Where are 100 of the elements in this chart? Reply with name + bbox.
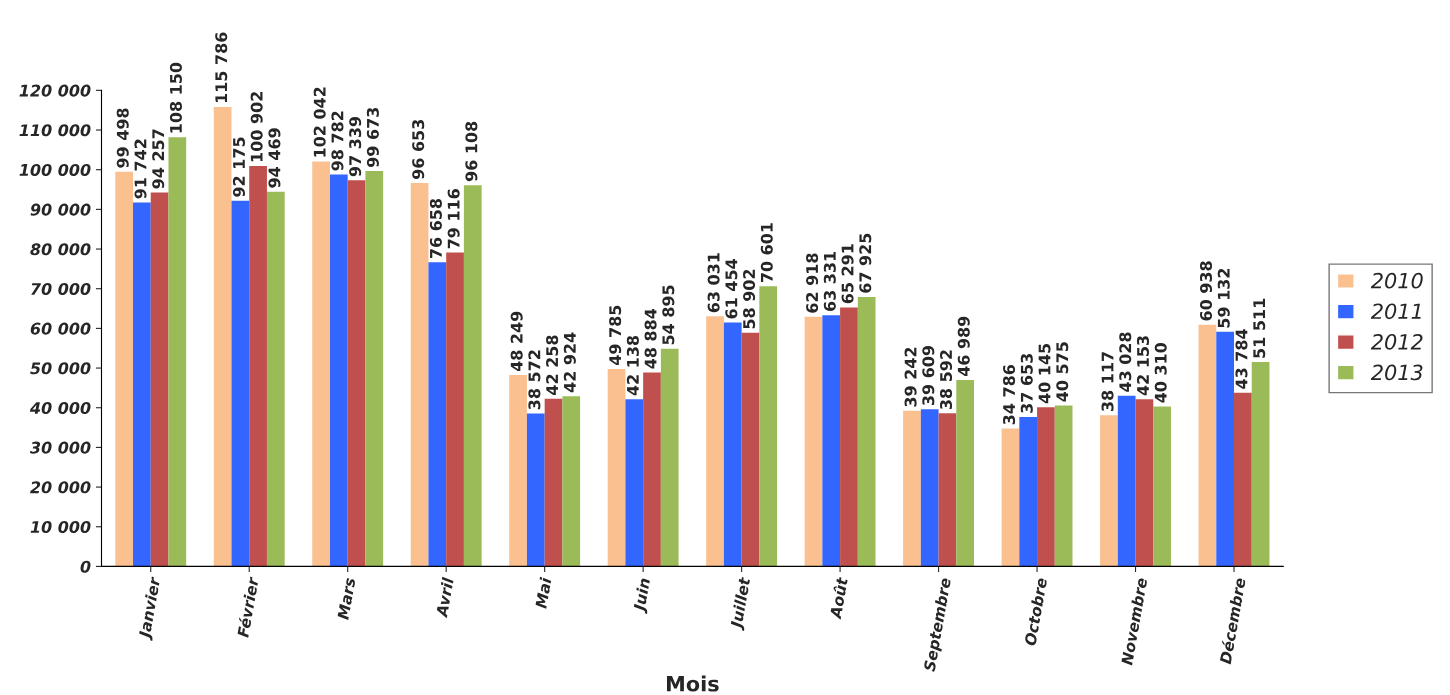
data-label: 61 454 [725, 259, 738, 319]
data-label: 70 601 [760, 223, 773, 283]
bar [723, 322, 742, 567]
data-label: 115 786 [215, 32, 228, 103]
legend-label: 2010 [1370, 272, 1423, 289]
bar [1117, 395, 1136, 567]
bar [168, 137, 187, 567]
data-label: 99 673 [366, 107, 379, 167]
bar [249, 166, 267, 567]
data-label: 96 653 [412, 119, 425, 179]
data-label: 96 108 [465, 121, 478, 182]
data-label: 40 575 [1056, 342, 1069, 402]
bar [428, 262, 447, 567]
y-tick-label: 30 000 [29, 441, 91, 454]
bar [1198, 324, 1217, 567]
data-label: 97 339 [349, 116, 362, 177]
data-label: 39 242 [904, 347, 917, 407]
data-label: 48 884 [644, 308, 657, 369]
data-label: 108 150 [169, 62, 182, 133]
data-label: 92 175 [232, 137, 245, 197]
data-label: 42 138 [626, 335, 639, 396]
bar [562, 396, 581, 567]
data-label: 42 924 [563, 332, 576, 393]
data-label: 42 258 [546, 335, 559, 395]
data-label: 37 653 [1020, 354, 1033, 413]
bar [607, 368, 626, 567]
data-label: 40 145 [1038, 343, 1051, 404]
y-tick-label: 20 000 [30, 481, 91, 494]
data-label: 67 925 [859, 233, 872, 293]
bar [903, 410, 921, 567]
bar [446, 252, 464, 567]
data-label: 91 742 [134, 139, 147, 199]
data-label: 54 895 [662, 285, 675, 345]
x-tick-label: Février [236, 575, 259, 638]
data-label: 62 918 [806, 253, 819, 313]
bar [312, 161, 330, 567]
bar [1216, 331, 1235, 567]
bar [741, 332, 760, 567]
bar [938, 413, 957, 567]
data-label: 43 784 [1235, 329, 1248, 389]
bar [1234, 392, 1252, 567]
data-label: 94 469 [268, 128, 281, 188]
bar [213, 107, 232, 567]
data-label: 34 786 [1003, 364, 1016, 425]
bar [266, 191, 285, 567]
y-tick-label: 10 000 [30, 520, 91, 534]
bar [1037, 407, 1055, 567]
data-label: 38 117 [1101, 352, 1114, 411]
x-tick-label: Août [828, 576, 849, 620]
y-tick-label: 60 000 [30, 322, 91, 335]
bar [509, 375, 527, 567]
data-label: 51 511 [1253, 298, 1266, 358]
data-label: 38 592 [939, 350, 953, 410]
y-tick-label: 100 000 [19, 163, 91, 176]
data-label: 63 331 [823, 251, 836, 312]
bar [804, 316, 823, 567]
bar [1001, 428, 1020, 567]
bar [347, 180, 366, 567]
data-label: 102 042 [313, 87, 326, 157]
x-tick-label: Octobre [1023, 577, 1048, 646]
data-label: 65 291 [841, 244, 854, 304]
x-tick-label: Mai [534, 576, 552, 609]
y-tick-label: 50 000 [30, 362, 91, 375]
bar [1153, 406, 1171, 567]
data-label: 60 938 [1199, 261, 1213, 321]
bar [1019, 417, 1038, 567]
y-tick-label: 70 000 [31, 282, 91, 296]
data-label: 46 989 [957, 316, 970, 377]
bar [544, 398, 563, 567]
data-label: 42 153 [1136, 336, 1150, 396]
bar [759, 286, 778, 567]
data-label: 79 116 [447, 189, 460, 249]
bar [706, 316, 724, 567]
bar [1135, 399, 1154, 567]
bar [956, 380, 975, 567]
y-tick-label: 110 000 [19, 124, 91, 137]
data-label: 94 257 [152, 129, 165, 189]
y-tick-label: 80 000 [30, 243, 91, 256]
bar [1100, 415, 1118, 567]
data-label: 100 902 [250, 92, 263, 162]
y-tick-label: 40 000 [29, 401, 91, 415]
bar [625, 399, 644, 567]
bar [643, 372, 661, 567]
x-tick-label: Janvier [137, 576, 164, 641]
bar [231, 200, 250, 567]
y-tick-label: 90 000 [30, 203, 91, 216]
data-label: 58 902 [743, 269, 756, 329]
x-tick-label: Mars [337, 577, 356, 621]
bar [365, 170, 384, 567]
data-label: 43 028 [1119, 332, 1132, 392]
bar [1251, 362, 1270, 567]
x-tick-label: Juin [632, 577, 653, 615]
bar [410, 182, 429, 567]
bar [329, 174, 348, 567]
bar [920, 409, 939, 567]
legend-label: 2012 [1370, 333, 1423, 350]
x-tick-label: Avril [435, 576, 454, 619]
y-tick-label: 120 000 [19, 84, 91, 97]
data-label: 49 785 [609, 305, 622, 366]
bar [1054, 405, 1073, 567]
